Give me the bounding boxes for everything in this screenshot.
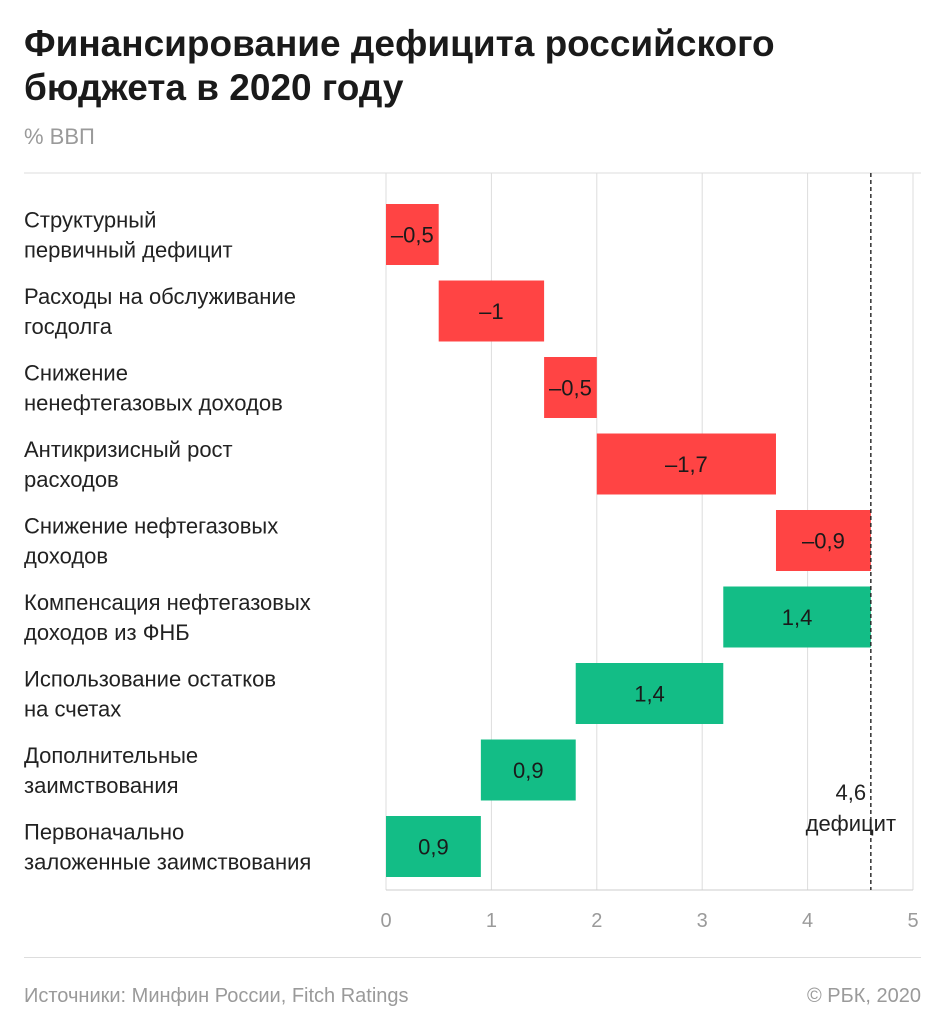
bar xyxy=(438,280,545,342)
bar-value-label: –0,9 xyxy=(802,529,845,554)
bar-value-label: 1,4 xyxy=(634,682,665,707)
total-text-label: дефицит xyxy=(806,811,896,836)
chart-title: Финансирование дефицита российского бюдж… xyxy=(24,23,775,108)
bar xyxy=(480,739,576,801)
bar-value-label: 0,9 xyxy=(513,758,544,783)
source-note: Источники: Минфин России, Fitch Ratings xyxy=(24,985,409,1007)
bar xyxy=(775,510,871,571)
bar-value-label: –0,5 xyxy=(391,223,434,248)
bar xyxy=(575,663,724,724)
category-label: Структурный xyxy=(24,208,156,233)
bar xyxy=(386,816,481,877)
category-label: на счетах xyxy=(24,697,121,722)
footer-divider xyxy=(24,957,921,958)
x-tick-label: 1 xyxy=(486,910,497,932)
x-tick-label: 4 xyxy=(802,910,813,932)
category-label: Компенсация нефтегазовых xyxy=(24,590,311,615)
bar xyxy=(386,204,439,265)
category-label: госдолга xyxy=(24,314,113,339)
category-label: Снижение нефтегазовых xyxy=(24,514,278,539)
category-label: доходов xyxy=(24,544,108,569)
category-label: Антикризисный рост xyxy=(24,437,233,462)
bar-value-label: –1 xyxy=(479,299,503,324)
bar xyxy=(596,433,776,495)
category-label: Расходы на обслуживание xyxy=(24,284,296,309)
category-label: заимствования xyxy=(24,773,179,798)
bar xyxy=(723,586,871,648)
category-label: заложенные заимствования xyxy=(24,850,311,875)
waterfall-chart: 0 1 2 3 4 5 –0,5 Структурный первичный дефицит –1… xyxy=(24,172,921,932)
category-label: расходов xyxy=(24,467,119,492)
category-label: Снижение xyxy=(24,361,128,386)
bar-value-label: 1,4 xyxy=(782,605,813,630)
chart-subtitle: % ВВП xyxy=(24,124,95,149)
x-tick-label: 0 xyxy=(380,910,391,932)
copyright-note: © РБК, 2020 xyxy=(806,985,921,1007)
category-label: доходов из ФНБ xyxy=(24,620,190,645)
bar-value-label: –0,5 xyxy=(549,376,592,401)
category-label: ненефтегазовых доходов xyxy=(24,391,283,416)
bar xyxy=(544,357,597,418)
category-label: первичный дефицит xyxy=(24,238,233,263)
bar-value-label: –1,7 xyxy=(665,452,708,477)
category-label: Дополнительные xyxy=(24,743,198,768)
category-label: Первоначально xyxy=(24,820,184,845)
category-label: Использование остатков xyxy=(24,667,276,692)
total-value-label: 4,6 xyxy=(836,780,867,805)
x-tick-label: 5 xyxy=(907,910,918,932)
bar-value-label: 0,9 xyxy=(418,835,449,860)
x-tick-label: 3 xyxy=(697,910,708,932)
x-tick-label: 2 xyxy=(591,910,602,932)
